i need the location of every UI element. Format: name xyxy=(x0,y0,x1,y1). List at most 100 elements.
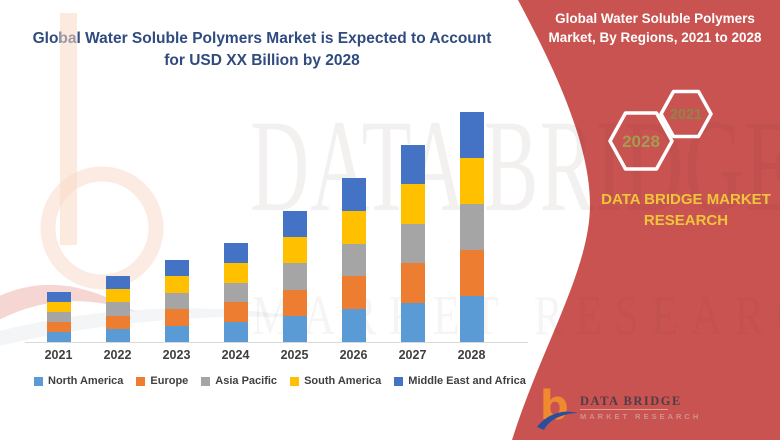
segment-middle-east-and-africa-2021 xyxy=(46,292,71,302)
data-bridge-logo-icon: b xyxy=(537,383,578,430)
legend-label: South America xyxy=(304,375,382,387)
chart-title: Global Water Soluble Polymers Market is … xyxy=(12,28,512,72)
segment-middle-east-and-africa-2025 xyxy=(282,211,307,238)
segment-north-america-2025 xyxy=(282,315,307,342)
x-axis-label-2022: 2022 xyxy=(103,348,132,362)
segment-south-america-2022 xyxy=(105,289,130,303)
x-axis-line xyxy=(25,342,528,343)
segment-south-america-2021 xyxy=(46,302,71,312)
sidebar-title-line2: Market, By Regions, 2021 to 2028 xyxy=(548,30,762,45)
segment-middle-east-and-africa-2028 xyxy=(459,112,484,158)
sidebar-panel-shape xyxy=(512,0,780,440)
watermark-b-bowl xyxy=(40,166,164,290)
legend-item-south-america: South America xyxy=(290,375,381,387)
legend-label: Middle East and Africa xyxy=(408,375,526,387)
segment-north-america-2027 xyxy=(400,302,425,342)
segment-south-america-2025 xyxy=(282,237,307,264)
segment-asia-pacific-2024 xyxy=(223,282,248,303)
segment-south-america-2024 xyxy=(223,262,248,283)
hexagon-year-2021: 2021 xyxy=(669,107,703,123)
watermark-text-line1: DATA BRIDGE xyxy=(250,92,780,239)
segment-north-america-2028 xyxy=(459,296,484,342)
x-axis-label-2025: 2025 xyxy=(280,348,309,362)
bar-2028 xyxy=(459,112,484,342)
segment-middle-east-and-africa-2026 xyxy=(341,178,366,211)
segment-europe-2028 xyxy=(459,250,484,296)
segment-asia-pacific-2025 xyxy=(282,263,307,290)
logo-blue-swoosh xyxy=(537,411,578,430)
legend-swatch xyxy=(290,376,300,386)
segment-asia-pacific-2027 xyxy=(400,223,425,264)
segment-north-america-2023 xyxy=(164,325,189,342)
watermark-swoosh-red xyxy=(0,284,135,320)
bar-2024 xyxy=(223,243,248,342)
hexagon-2021 xyxy=(659,89,713,139)
segment-middle-east-and-africa-2027 xyxy=(400,145,425,185)
x-axis-label-2021: 2021 xyxy=(44,348,73,362)
legend-item-asia-pacific: Asia Pacific xyxy=(201,375,277,387)
segment-south-america-2028 xyxy=(459,158,484,204)
segment-south-america-2026 xyxy=(341,210,366,244)
segment-europe-2024 xyxy=(223,302,248,323)
segment-middle-east-and-africa-2024 xyxy=(223,243,248,263)
legend-swatch xyxy=(201,376,211,386)
legend-label: Asia Pacific xyxy=(215,375,278,387)
sidebar-title-line1: Global Water Soluble Polymers xyxy=(555,11,755,26)
segment-south-america-2027 xyxy=(400,184,425,224)
legend-swatch xyxy=(136,376,146,386)
segment-asia-pacific-2023 xyxy=(164,292,189,310)
legend-swatch xyxy=(394,376,404,386)
hexagon-year-2028: 2028 xyxy=(622,132,660,151)
segment-europe-2025 xyxy=(282,289,307,316)
segment-north-america-2024 xyxy=(223,322,248,342)
segment-middle-east-and-africa-2023 xyxy=(164,260,189,277)
footer-logo-tagline: MARKET RESEARCH xyxy=(580,412,702,421)
watermark-text-line2: MARKET RESEARCH xyxy=(252,285,780,347)
bar-2022 xyxy=(105,276,130,342)
bar-2026 xyxy=(341,178,366,342)
bar-2021 xyxy=(46,292,71,342)
legend-swatch xyxy=(34,376,43,386)
sidebar-title: Global Water Soluble Polymers Market, By… xyxy=(535,9,775,47)
bar-2027 xyxy=(400,145,425,342)
x-axis-label-2023: 2023 xyxy=(162,348,191,362)
segment-north-america-2026 xyxy=(341,309,366,342)
segment-south-america-2023 xyxy=(164,276,189,293)
footer-logo-divider xyxy=(580,409,668,410)
hexagon-2028 xyxy=(608,111,674,171)
sidebar-brand-line1: DATA BRIDGE MARKET xyxy=(601,191,771,208)
segment-europe-2022 xyxy=(105,315,130,329)
chart-legend: North America Europe Asia Pacific South Ame… xyxy=(34,375,526,387)
footer-logo-name: DATA BRIDGE xyxy=(580,394,682,408)
legend-item-north-america: North America xyxy=(34,375,123,387)
segment-europe-2027 xyxy=(400,263,425,303)
watermark-swoosh-gray xyxy=(0,308,310,346)
segment-north-america-2021 xyxy=(46,332,71,342)
segment-asia-pacific-2022 xyxy=(105,302,130,316)
segment-north-america-2022 xyxy=(105,328,130,342)
plot-area: 2021 2022 2023 2024 2025 2026 2027 2028 xyxy=(25,112,528,362)
legend-item-middle-east-and-africa: Middle East and Africa xyxy=(394,375,526,387)
x-axis-label-2027: 2027 xyxy=(398,348,427,362)
sidebar-brand-text: DATA BRIDGE MARKET RESEARCH xyxy=(590,189,780,231)
legend-item-europe: Europe xyxy=(136,375,188,387)
segment-europe-2023 xyxy=(164,309,189,326)
bar-2025 xyxy=(282,211,307,342)
legend-label: North America xyxy=(48,375,124,387)
x-axis-label-2024: 2024 xyxy=(221,348,250,362)
chart-title-line2: for USD XX Billion by 2028 xyxy=(164,52,360,69)
x-axis-label-2028: 2028 xyxy=(457,348,486,362)
segment-europe-2026 xyxy=(341,276,366,310)
segment-middle-east-and-africa-2022 xyxy=(105,276,130,290)
legend-label: Europe xyxy=(150,375,189,387)
segment-asia-pacific-2021 xyxy=(46,312,71,322)
segment-europe-2021 xyxy=(46,322,71,332)
segment-asia-pacific-2028 xyxy=(459,204,484,250)
sidebar-brand-line2: RESEARCH xyxy=(643,212,729,229)
segment-asia-pacific-2026 xyxy=(341,243,366,277)
bar-2023 xyxy=(164,260,189,342)
x-axis-label-2026: 2026 xyxy=(339,348,368,362)
